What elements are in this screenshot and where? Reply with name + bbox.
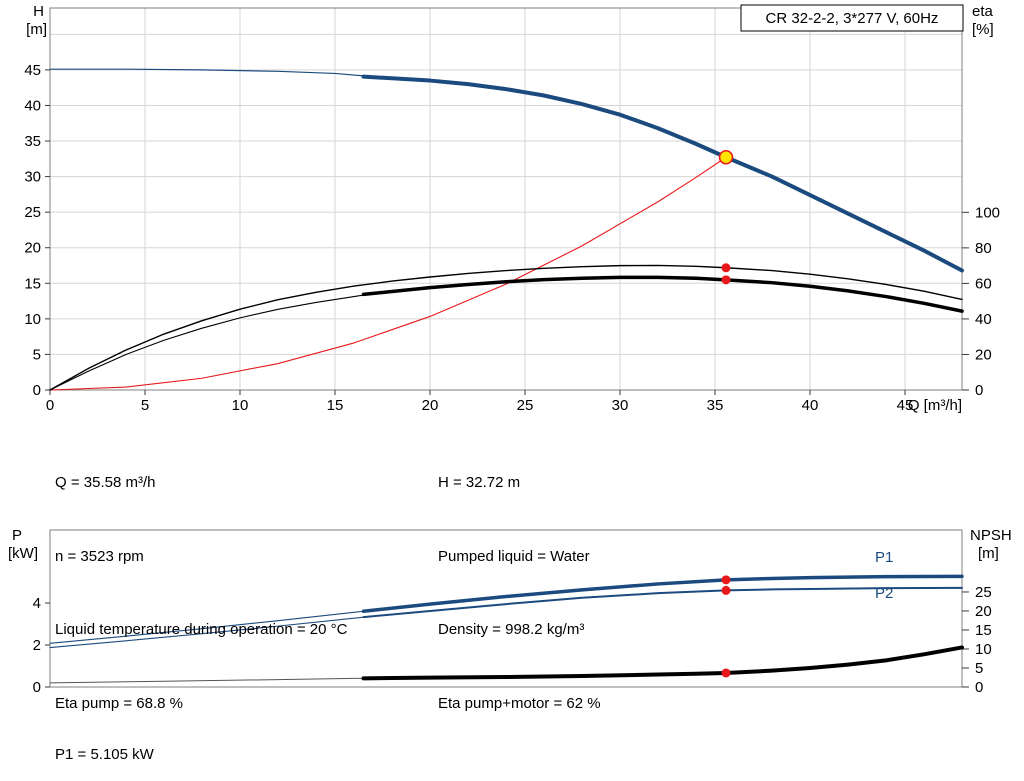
y-left-tick-label: 15 <box>24 275 41 292</box>
head-curve <box>361 74 964 273</box>
y-left-tick-label: 45 <box>24 62 41 79</box>
pump-title: CR 32-2-2, 3*277 V, 60Hz <box>766 10 939 27</box>
system-curve <box>49 156 727 391</box>
p-axis-label: P <box>12 527 22 544</box>
chart-overlay: H [m] eta [%] Q [m³/h] CR 32-2-2, 3*277 … <box>8 3 1012 602</box>
x-tick-label: 35 <box>707 397 724 414</box>
duty-point[interactable] <box>718 149 734 165</box>
eta-pump-point <box>721 263 731 273</box>
q-axis-label: Q [m³/h] <box>908 397 962 414</box>
eta-axis-unit: [%] <box>972 21 994 38</box>
p2-curve-label: P2 <box>875 585 893 602</box>
x-tick-label: 20 <box>422 397 439 414</box>
y-left-tick-label: 0 <box>33 382 41 399</box>
info-line: Q = 35.58 m³/h <box>55 474 156 491</box>
y-left-tick-label: 20 <box>24 240 41 257</box>
p1-curve-thin <box>49 609 378 644</box>
eta-pump-motor-thin <box>49 292 378 391</box>
npsh-point <box>721 668 731 678</box>
y-left-tick-label: 30 <box>24 169 41 186</box>
y-right-tick-label: 5 <box>975 660 983 677</box>
y-right-tick-label: 0 <box>975 382 983 399</box>
x-tick-label: 30 <box>612 397 629 414</box>
qh-eta-chart: 0 5 10 15 20 25 30 35 40 45 0 5 10 15 20 25 30 35 40 45 0 20 4… <box>24 7 1000 414</box>
eta-axis-label: eta <box>972 3 994 20</box>
y-left-tick-label: 2 <box>33 637 41 654</box>
y-right-tick-label: 100 <box>975 204 1000 221</box>
info-line: Density = 998.2 kg/m³ <box>438 621 585 638</box>
y-right-tick-label: 60 <box>975 275 992 292</box>
npsh-axis-label: NPSH <box>970 527 1012 544</box>
x-tick-label: 15 <box>327 397 344 414</box>
y-left-tick-label: 40 <box>24 97 41 114</box>
p2-point <box>721 585 731 595</box>
head-curve-thin <box>49 68 378 78</box>
info-line: P1 = 5.105 kW <box>55 746 154 763</box>
p1-curve-label: P1 <box>875 549 893 566</box>
p1-point <box>721 575 731 585</box>
power-npsh-chart: 0 2 4 0 5 10 15 20 25 <box>33 529 992 696</box>
duty-info-right: H = 32.72 m Pumped liquid = Water Densit… <box>438 422 601 765</box>
y-right-tick-label: 10 <box>975 641 992 658</box>
x-tick-label: 40 <box>802 397 819 414</box>
x-tick-label: 0 <box>46 397 54 414</box>
y-right-tick-label: 15 <box>975 622 992 639</box>
x-tick-label: 10 <box>232 397 249 414</box>
y-right-tick-label: 20 <box>975 346 992 363</box>
x-tick-label: 5 <box>141 397 149 414</box>
h-axis-label: H <box>33 3 44 20</box>
y-left-tick-label: 4 <box>33 595 41 612</box>
x-tick-label: 25 <box>517 397 534 414</box>
h-axis-unit: [m] <box>26 21 47 38</box>
info-line: Eta pump+motor = 62 % <box>438 694 601 712</box>
info-line: Liquid temperature during operation = 20… <box>55 621 348 638</box>
y-left-tick-label: 35 <box>24 133 41 150</box>
duty-info-left: Q = 35.58 m³/h n = 3523 rpm Liquid tempe… <box>55 422 347 765</box>
p2-curve-thin <box>49 615 378 649</box>
eta-pump-motor-curve <box>361 275 964 313</box>
y-right-tick-label: 0 <box>975 679 983 696</box>
info-line: n = 3523 rpm <box>55 547 144 565</box>
plot-border <box>49 529 963 688</box>
y-right-tick-label: 20 <box>975 603 992 620</box>
eta-pump-curve <box>49 264 963 391</box>
npsh-axis-unit: [m] <box>978 545 999 562</box>
y-right-tick-label: 25 <box>975 584 992 601</box>
p2-curve <box>362 586 963 619</box>
pump-title-box <box>740 4 964 32</box>
info-line: Eta pump = 68.8 % <box>55 694 183 712</box>
y-right-tick-label: 40 <box>975 311 992 328</box>
y-right-tick-label: 80 <box>975 240 992 257</box>
y-left-tick-label: 25 <box>24 204 41 221</box>
info-line: Pumped liquid = Water <box>438 547 590 565</box>
power-info: P1 = 5.105 kW P2 = 4.603 kW NPSH = 3.69 … <box>55 694 160 781</box>
eta-pump-motor-point <box>721 275 731 285</box>
plot-border <box>49 7 963 391</box>
x-tick-label: 45 <box>897 397 914 414</box>
y-left-tick-label: 5 <box>33 346 41 363</box>
p1-curve <box>361 574 964 613</box>
info-line: H = 32.72 m <box>438 474 521 491</box>
y-left-tick-label: 10 <box>24 311 41 328</box>
p-axis-unit: [kW] <box>8 545 38 562</box>
y-left-tick-label: 0 <box>33 679 41 696</box>
